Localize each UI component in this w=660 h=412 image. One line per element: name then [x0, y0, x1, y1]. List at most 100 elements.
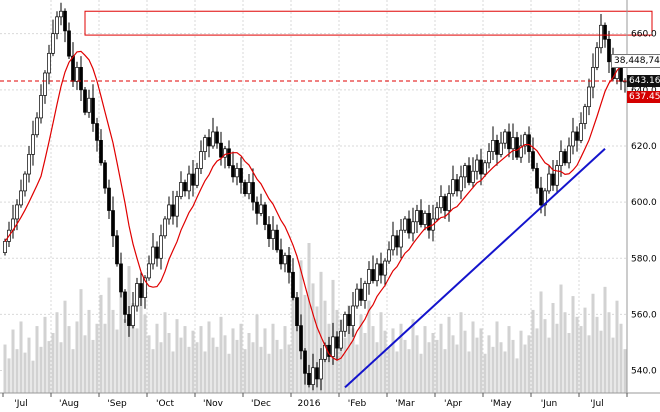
volume-bar — [543, 319, 547, 393]
candle-body — [215, 131, 219, 144]
candle-body — [87, 97, 91, 113]
candle-body — [67, 30, 71, 57]
candle-body — [127, 314, 131, 326]
candle-body — [487, 151, 491, 164]
candle-body — [171, 204, 175, 217]
volume-bar — [195, 342, 199, 393]
volume-bar — [3, 344, 7, 393]
candle-body — [203, 137, 207, 152]
volume-bar — [71, 349, 75, 393]
volume-bar — [379, 312, 383, 393]
volume-bar — [599, 330, 603, 393]
candle-body — [463, 165, 467, 178]
candle-body — [387, 249, 391, 262]
volume-bar — [75, 321, 79, 393]
volume-bar — [563, 312, 567, 393]
volume-bar — [419, 353, 423, 393]
candle-body — [239, 168, 243, 183]
volume-bar — [259, 346, 263, 393]
volume-bar — [447, 316, 451, 393]
volume-bar — [427, 342, 431, 393]
volume-bar — [499, 342, 503, 393]
candle-body — [19, 190, 23, 206]
candle-body — [79, 67, 83, 91]
volume-bar — [207, 321, 211, 393]
candle-body — [187, 173, 191, 192]
x-axis-label: 2016 — [298, 399, 321, 409]
volume-bar — [43, 316, 47, 393]
volume-bar — [495, 321, 499, 393]
candle-body — [479, 159, 483, 175]
volume-bar — [215, 346, 219, 393]
volume-bar — [187, 346, 191, 393]
candle-body — [55, 16, 59, 35]
volume-bar — [175, 319, 179, 393]
volume-bar — [367, 300, 371, 393]
volume-bar — [583, 307, 587, 393]
candle-body — [563, 151, 567, 164]
candle-body — [467, 165, 471, 183]
candle-body — [151, 246, 155, 265]
candle-body — [179, 182, 183, 197]
volume-bar — [167, 333, 171, 393]
volume-bar — [515, 358, 519, 393]
time-axis: 'Jul 'Aug 'Sep 'Oct 'Nov 'Dec 2016 'Feb 'Mar 'Apr… — [2, 393, 628, 409]
candle-body — [571, 131, 575, 147]
x-axis-label: 'Jun — [541, 399, 558, 409]
candle-body — [395, 235, 399, 248]
candle-body — [183, 182, 187, 192]
candle-body — [471, 170, 475, 183]
volume-bar — [235, 339, 239, 393]
x-axis-label: 'Sep — [107, 399, 127, 409]
candle-body — [271, 229, 275, 239]
volume-bar — [395, 351, 399, 393]
candle-body — [567, 145, 571, 164]
volume-bar — [435, 339, 439, 393]
candle-body — [59, 10, 63, 18]
x-axis-label: 'Apr — [444, 399, 462, 409]
volume-bar — [455, 344, 459, 393]
candle-body — [115, 235, 119, 265]
volume-bar — [279, 349, 283, 393]
candle-body — [235, 168, 239, 178]
candle-body — [251, 182, 255, 203]
y-axis-label: 600.0 — [631, 198, 657, 208]
candle-body — [219, 142, 223, 158]
volume-bar — [203, 351, 207, 393]
volume-bar — [459, 312, 463, 393]
candle-body — [535, 168, 539, 189]
candle-body — [111, 210, 115, 237]
volume-bar — [615, 300, 619, 393]
volume-bar — [347, 305, 351, 393]
volume-bar — [59, 342, 63, 393]
volume-bar — [611, 337, 615, 393]
volume-bar — [135, 328, 139, 393]
candle-body — [135, 283, 139, 307]
volume-bar — [79, 289, 83, 393]
volume-bar — [199, 326, 203, 393]
candles-layer — [3, 2, 627, 391]
candle-body — [515, 137, 519, 158]
volume-bar — [159, 342, 163, 393]
volume-bar — [439, 323, 443, 393]
volume-bar — [339, 319, 343, 393]
ma-value-tag: 637.453 — [627, 90, 660, 103]
volume-bar — [163, 312, 167, 393]
volume-bar — [19, 321, 23, 393]
candle-body — [375, 263, 379, 282]
candle-body — [587, 86, 591, 108]
candle-body — [75, 67, 79, 82]
candle-body — [83, 89, 87, 113]
volume-bar — [219, 316, 223, 393]
volume-bar — [103, 323, 107, 393]
resistance-box[interactable] — [84, 10, 653, 36]
candle-body — [95, 123, 99, 141]
candle-body — [71, 55, 75, 82]
candle-body — [267, 224, 271, 239]
volume-bar — [619, 323, 623, 393]
candle-body — [539, 187, 543, 206]
trendline[interactable] — [344, 148, 606, 389]
candle-body — [99, 140, 103, 164]
candle-body — [167, 204, 171, 220]
